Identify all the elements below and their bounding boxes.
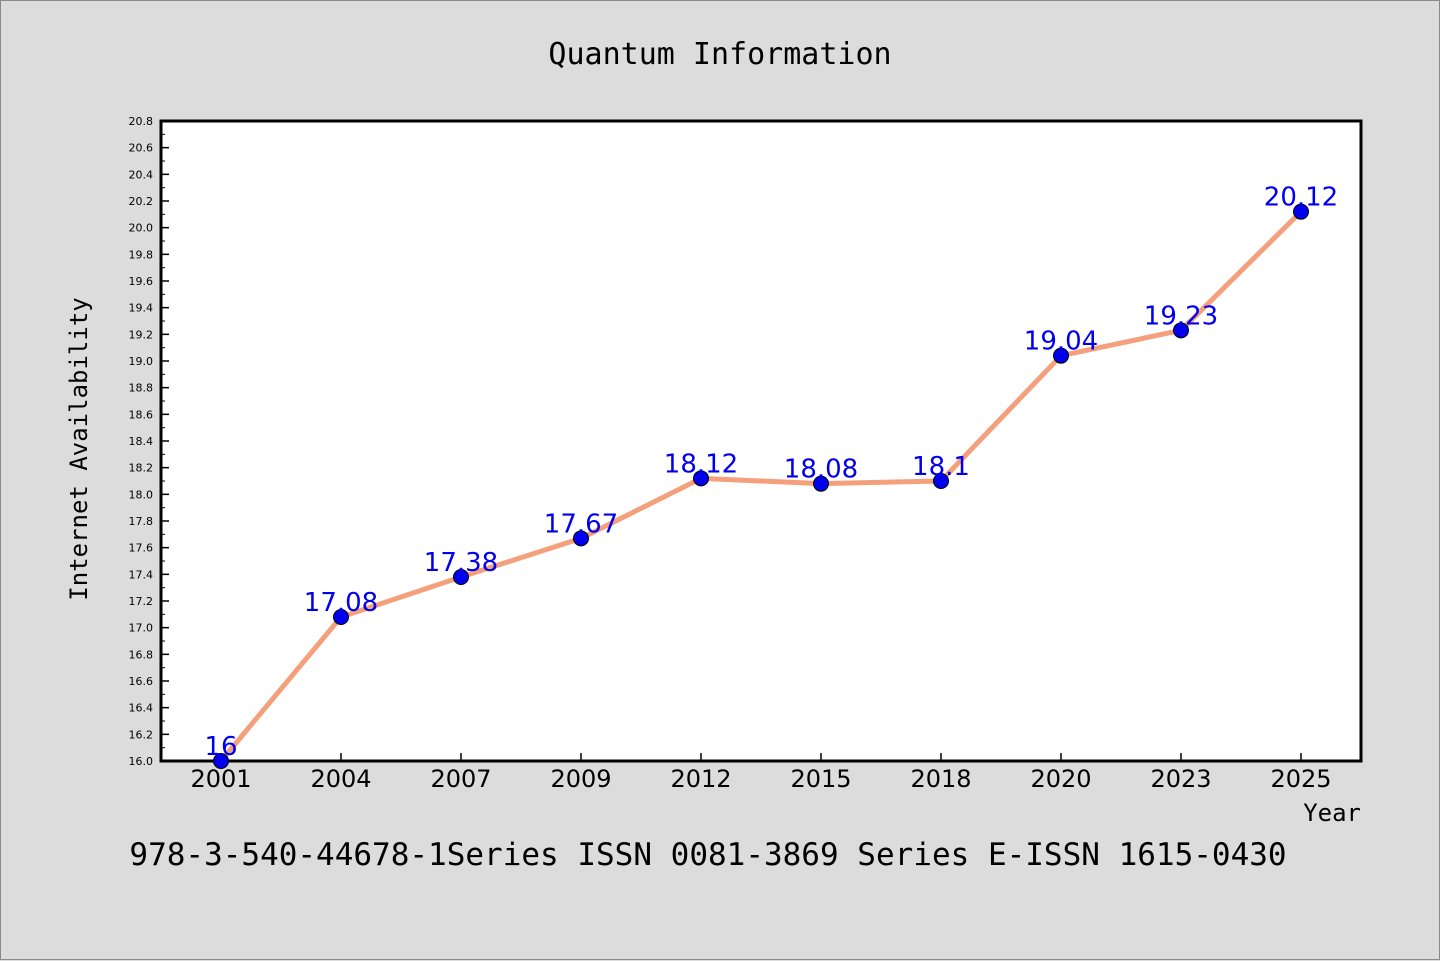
x-axis-label: Year	[1303, 799, 1361, 827]
data-point	[1053, 347, 1069, 364]
y-tick-label: 17.4	[129, 568, 154, 581]
y-tick-label: 20.6	[129, 142, 154, 155]
data-point	[933, 473, 949, 489]
data-label: 19.04	[1024, 327, 1098, 357]
y-tick-label: 19.6	[129, 275, 154, 288]
y-tick-label: 16.4	[129, 702, 154, 715]
x-tick-label: 2023	[1150, 765, 1211, 793]
x-tick-label: 2025	[1270, 765, 1331, 793]
footer-isbn-text: 978-3-540-44678-1Series ISSN 0081-3869 S…	[129, 837, 1286, 873]
data-label: 20.12	[1264, 183, 1338, 213]
x-tick-label: 2012	[670, 765, 731, 793]
data-point	[573, 530, 589, 547]
y-tick-label: 19.0	[129, 355, 154, 368]
x-tick-label: 2009	[550, 765, 611, 793]
data-label: 18.08	[784, 455, 858, 485]
y-tick-label: 16.0	[129, 755, 154, 768]
x-tick-label: 2004	[310, 765, 371, 793]
y-tick-label: 20.4	[129, 168, 154, 181]
y-tick-label: 17.6	[129, 542, 154, 555]
y-tick-label: 18.6	[129, 408, 154, 421]
y-tick-label: 17.0	[129, 622, 154, 635]
y-tick-label: 19.8	[129, 248, 154, 261]
x-tick-label: 2018	[910, 765, 971, 793]
chart-title: Quantum Information	[548, 37, 891, 72]
series-line	[218, 209, 1304, 764]
x-tick-label: 2007	[430, 765, 491, 793]
y-tick-label: 16.6	[129, 675, 154, 688]
y-tick-label: 18.8	[129, 382, 154, 395]
data-label: 17.38	[424, 548, 498, 578]
series-layer: 16 17.08 17.38 17.67 18.12 18.08 18.1 19.04 19.2…	[204, 183, 1338, 769]
y-axis-ticks: 16.0 16.2 16.4 16.6 16.8 17.0 17.2 17.4 17.6 17.8…	[129, 115, 169, 768]
y-axis-label: Internet Availability	[65, 297, 93, 600]
data-point	[213, 753, 229, 769]
data-point	[453, 569, 469, 585]
y-tick-label: 18.4	[129, 435, 154, 448]
x-tick-label: 2001	[190, 765, 251, 793]
y-tick-label: 16.2	[129, 728, 154, 741]
data-label: 19.23	[1144, 301, 1218, 331]
data-label: 17.08	[304, 588, 378, 618]
x-tick-label: 2015	[790, 765, 851, 793]
data-point	[1173, 322, 1189, 339]
data-point	[1293, 203, 1309, 220]
y-tick-label: 20.0	[129, 222, 154, 235]
y-tick-label: 16.8	[129, 648, 154, 661]
y-tick-label: 17.8	[129, 515, 154, 528]
y-tick-label: 19.4	[129, 302, 154, 315]
y-tick-label: 18.2	[129, 462, 154, 475]
y-tick-label: 18.0	[129, 488, 154, 501]
data-label: 16	[204, 732, 237, 762]
x-tick-label: 2020	[1030, 765, 1091, 793]
data-label: 17.67	[544, 509, 618, 539]
data-point	[693, 470, 709, 487]
x-axis-ticks: 2001 2004 2007 2009 2012 2015 2018 2020 2023 2025	[190, 753, 1332, 793]
y-tick-label: 20.2	[129, 195, 154, 208]
y-tick-label: 19.2	[129, 328, 154, 341]
plot-area	[159, 119, 1363, 763]
y-tick-label: 20.8	[129, 115, 154, 128]
data-point	[333, 609, 349, 625]
data-point	[813, 475, 829, 492]
data-label: 18.1	[912, 452, 970, 482]
y-tick-label: 17.2	[129, 595, 154, 608]
data-label: 18.12	[664, 449, 738, 479]
